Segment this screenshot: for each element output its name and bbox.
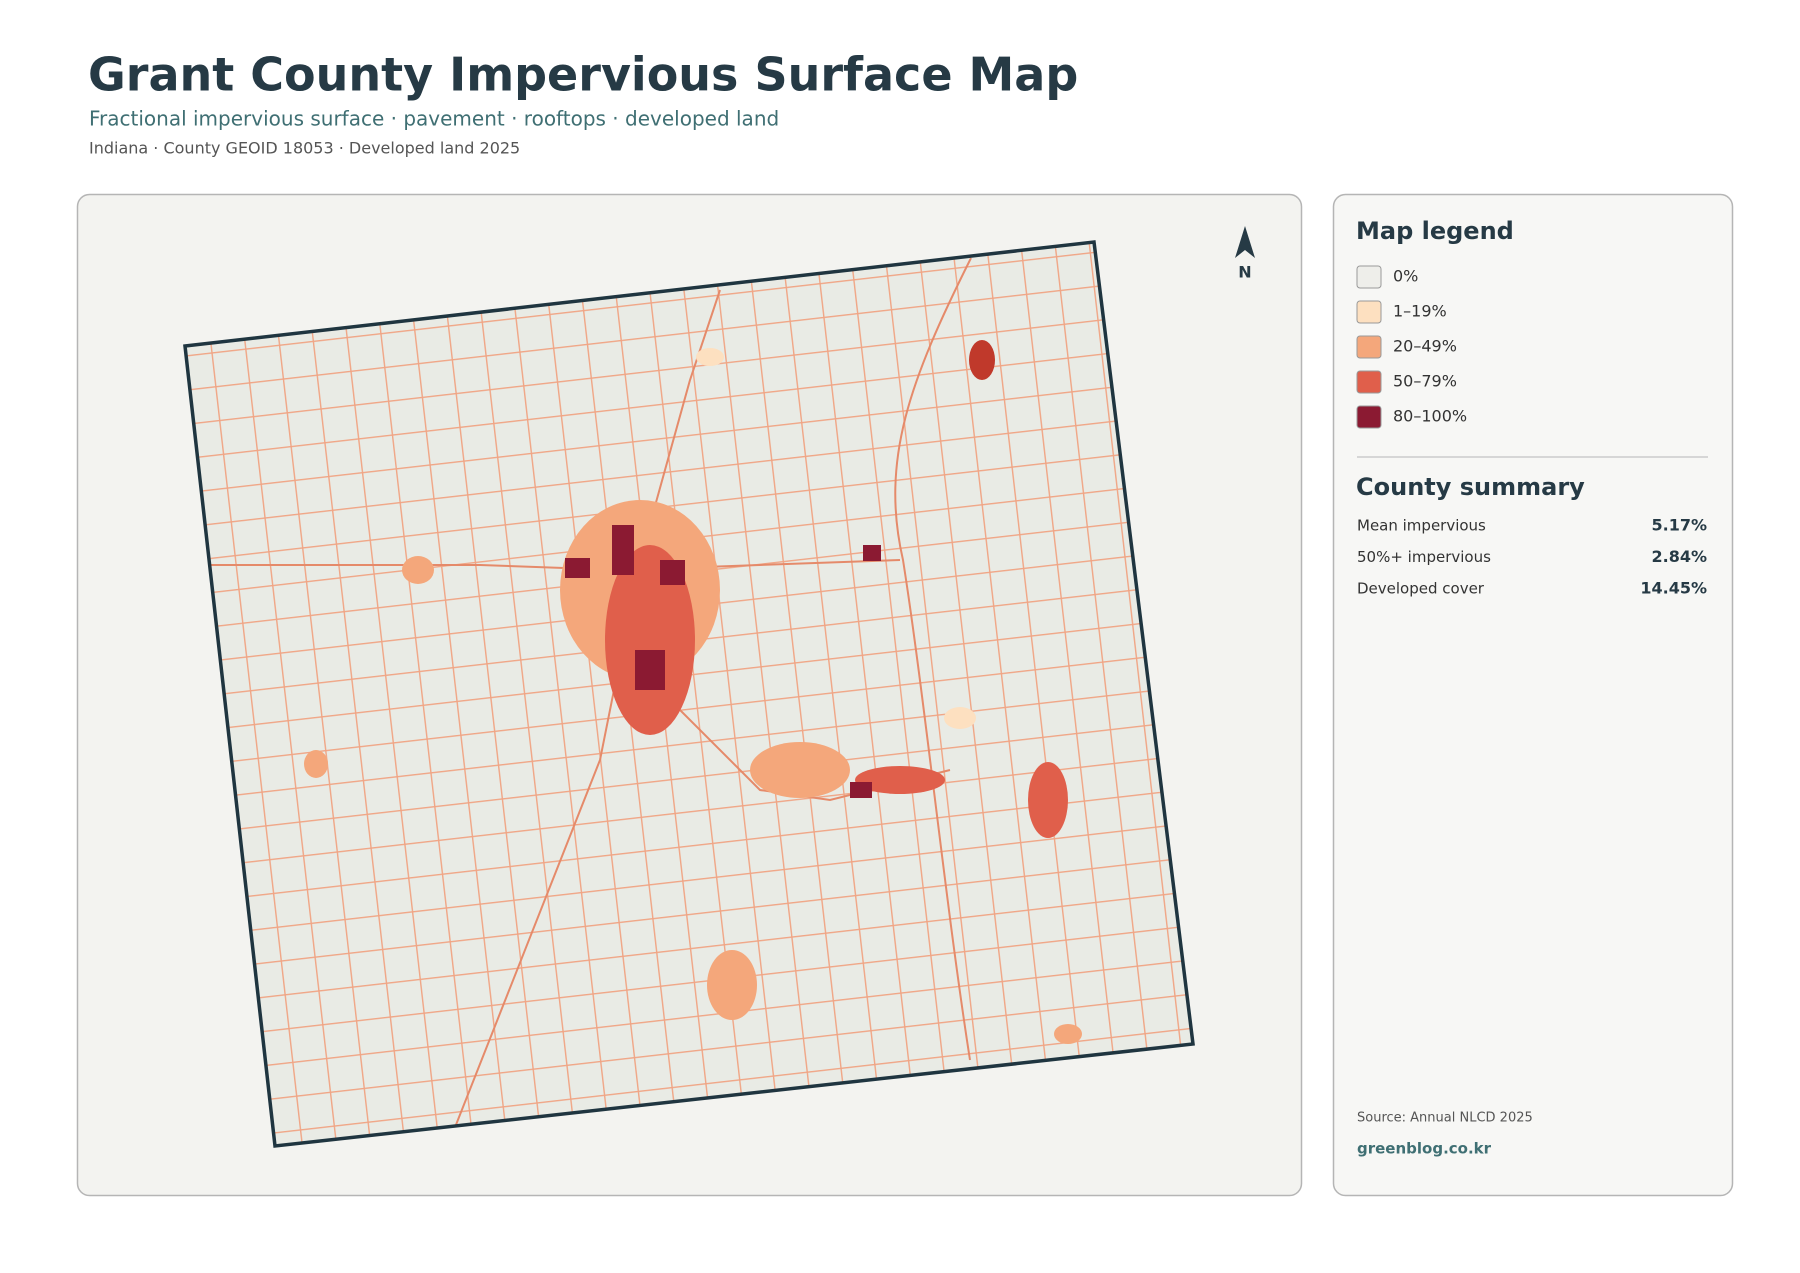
summary: Mean impervious 5.17% 50%+ impervious 2.84%… — [1357, 516, 1707, 598]
road-grid — [185, 242, 1193, 1146]
legend-label: 80–100% — [1393, 407, 1467, 426]
legend-swatch — [1356, 265, 1382, 289]
source: Source: Annual NLCD 2025 — [1357, 1111, 1533, 1126]
legend-swatch — [1356, 300, 1382, 324]
summary-label: Developed cover — [1357, 580, 1485, 598]
legend-swatch — [1356, 405, 1382, 429]
summary-value: 14.45% — [1640, 579, 1707, 598]
legend-label: 1–19% — [1393, 302, 1447, 321]
legend-title: Map legend — [1356, 217, 1514, 245]
meta: Indiana · County GEOID 18053 · Developed… — [89, 139, 520, 158]
subtitle: Fractional impervious surface · pavement… — [89, 107, 779, 131]
summary-label: 50%+ impervious — [1357, 548, 1491, 566]
north-label: N — [1238, 263, 1251, 282]
title: Grant County Impervious Surface Map — [88, 48, 1078, 102]
site: greenblog.co.kr — [1357, 1140, 1492, 1158]
legend-label: 20–49% — [1393, 337, 1457, 356]
summary-title: County summary — [1356, 473, 1585, 501]
legend-swatch — [1356, 370, 1382, 394]
summary-label: Mean impervious — [1357, 517, 1486, 535]
county-boundary — [183, 240, 1195, 1148]
north-arrow — [1235, 226, 1255, 258]
side-panel — [1332, 193, 1734, 1197]
urban-areas — [304, 340, 1082, 1044]
legend-swatch — [1356, 335, 1382, 359]
legend: 0% 1–19% 20–49% 50–79% 80–100% — [1356, 265, 1467, 429]
summary-value: 2.84% — [1651, 547, 1707, 566]
county-map — [185, 242, 1193, 1146]
legend-label: 0% — [1393, 267, 1418, 286]
legend-label: 50–79% — [1393, 372, 1457, 391]
summary-value: 5.17% — [1651, 516, 1707, 535]
